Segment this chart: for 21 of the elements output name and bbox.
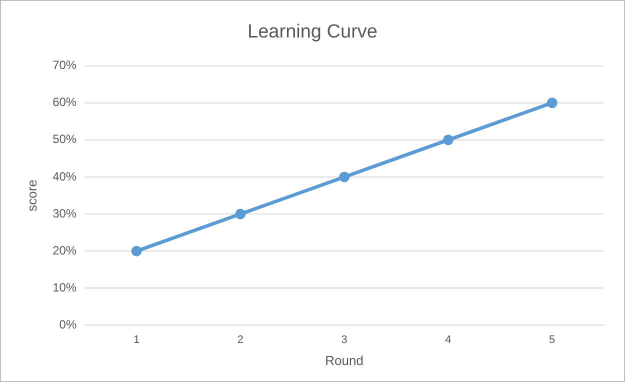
- y-tick-label: 10%: [52, 280, 77, 294]
- y-tick-label: 60%: [52, 95, 77, 110]
- y-tick-label: 70%: [52, 58, 77, 72]
- x-tick-label: 4: [445, 334, 452, 346]
- x-tick-label: 5: [549, 334, 556, 346]
- x-tick-label: 1: [133, 334, 140, 346]
- chart-title: Learning Curve: [248, 22, 378, 43]
- point: [546, 98, 558, 108]
- y-tick-label: 40%: [52, 169, 77, 184]
- y-tick-label: 50%: [52, 132, 77, 146]
- point: [235, 208, 246, 220]
- point: [131, 246, 142, 256]
- x-tick-label: 3: [341, 334, 348, 346]
- x-axis-title: Round: [325, 352, 364, 368]
- y-tick-label: 30%: [52, 206, 77, 220]
- y-tick-label: 20%: [52, 243, 77, 258]
- x-tick-label: 2: [237, 334, 244, 346]
- point: [442, 134, 454, 146]
- y-axis-title: score: [24, 180, 40, 212]
- y-tick-label: 0%: [59, 318, 77, 332]
- point: [339, 172, 350, 182]
